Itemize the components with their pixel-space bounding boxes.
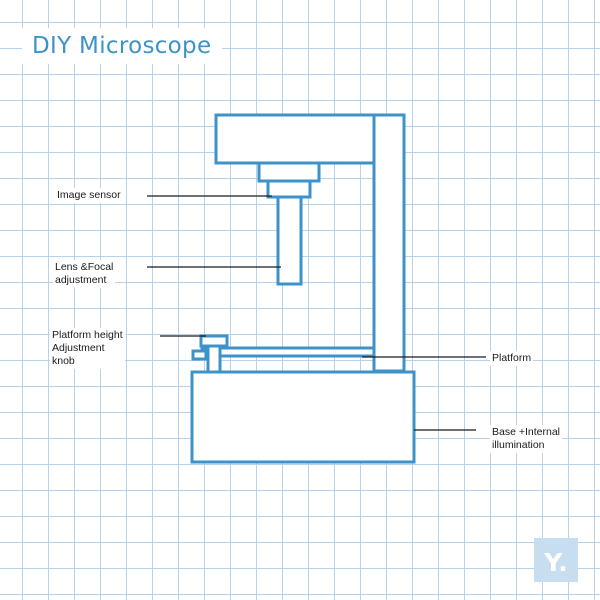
sensor-housing bbox=[266, 179, 312, 199]
label-lens-focal-adjustment: Lens &Focal adjustment bbox=[53, 260, 116, 288]
label-base-illumination: Base +Internal illumination bbox=[490, 425, 563, 453]
brand-logo: Y. bbox=[534, 538, 578, 582]
platform-side-tab bbox=[191, 349, 208, 361]
platform bbox=[200, 346, 376, 358]
title-box: DIY Microscope bbox=[22, 28, 222, 64]
page-title: DIY Microscope bbox=[32, 33, 212, 59]
base-block bbox=[190, 370, 416, 464]
knob-screw bbox=[206, 344, 222, 374]
label-platform-height-knob: Platform height Adjustment knob bbox=[50, 328, 125, 369]
sensor-mount bbox=[257, 161, 321, 183]
label-platform: Platform bbox=[490, 351, 534, 366]
microscope-head bbox=[214, 113, 376, 165]
label-image-sensor: Image sensor bbox=[55, 188, 123, 203]
brand-logo-text: Y. bbox=[544, 548, 568, 577]
vertical-column bbox=[372, 113, 406, 373]
lens-tube bbox=[276, 195, 303, 286]
